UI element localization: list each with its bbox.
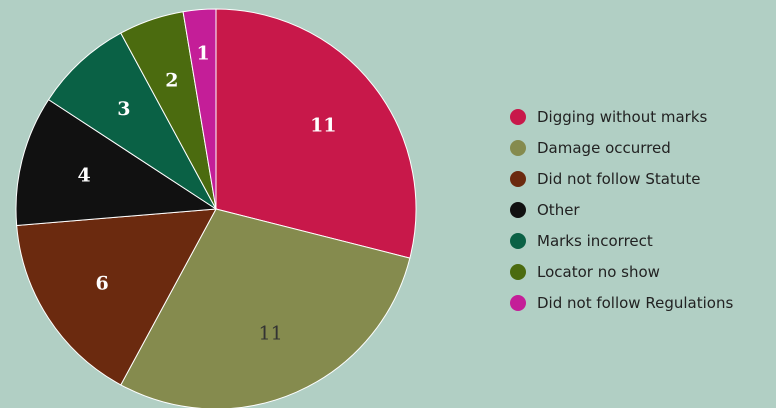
legend-item-did-not-follow-regulations[interactable]: Did not follow Regulations — [510, 294, 733, 312]
pie-slice-damage-occurred[interactable] — [120, 208, 411, 408]
legend-item-marks-incorrect[interactable]: Marks incorrect — [510, 232, 653, 250]
legend: Digging without marks Damage occurred Did … — [510, 108, 733, 312]
slice-value-label: 11 — [310, 114, 336, 136]
slice-value-label: 6 — [96, 272, 109, 294]
pie-slice-labels: 11 11 6 4 3 21 — [78, 43, 337, 345]
legend-item-digging-without-marks[interactable]: Digging without marks — [510, 108, 708, 126]
legend-swatch — [510, 140, 526, 156]
legend-swatch — [510, 171, 526, 187]
slice-value-label: 2 — [165, 69, 178, 91]
legend-label: Other — [537, 201, 580, 219]
legend-item-locator-no-show[interactable]: Locator no show — [510, 263, 660, 281]
slice-value-label: 4 — [78, 165, 91, 187]
slice-value-label: 11 — [259, 323, 283, 345]
pie-slice-other[interactable] — [15, 98, 218, 227]
legend-label: Locator no show — [537, 263, 660, 281]
legend-item-damage-occurred[interactable]: Damage occurred — [510, 139, 671, 157]
pie-slice-did-not-follow-regulations[interactable] — [182, 8, 217, 210]
legend-item-other[interactable]: Other — [510, 201, 580, 219]
slice-value-label: 1 — [197, 43, 210, 65]
pie-slice-digging-without-marks[interactable] — [215, 8, 417, 259]
legend-swatch — [510, 295, 526, 311]
legend-label: Digging without marks — [537, 108, 708, 126]
legend-label: Did not follow Statute — [537, 170, 700, 188]
legend-swatch — [510, 109, 526, 125]
legend-swatch — [510, 233, 526, 249]
legend-swatch — [510, 264, 526, 280]
pie-slices — [15, 8, 417, 408]
legend-item-did-not-follow-statute[interactable]: Did not follow Statute — [510, 170, 700, 188]
pie-slice-marks-incorrect[interactable] — [47, 32, 217, 210]
legend-label: Marks incorrect — [537, 232, 653, 250]
legend-label: Damage occurred — [537, 139, 671, 157]
legend-swatch — [510, 202, 526, 218]
pie-slice-did-not-follow-statute[interactable] — [16, 208, 217, 386]
slice-value-label: 3 — [117, 98, 130, 120]
legend-label: Did not follow Regulations — [537, 294, 733, 312]
